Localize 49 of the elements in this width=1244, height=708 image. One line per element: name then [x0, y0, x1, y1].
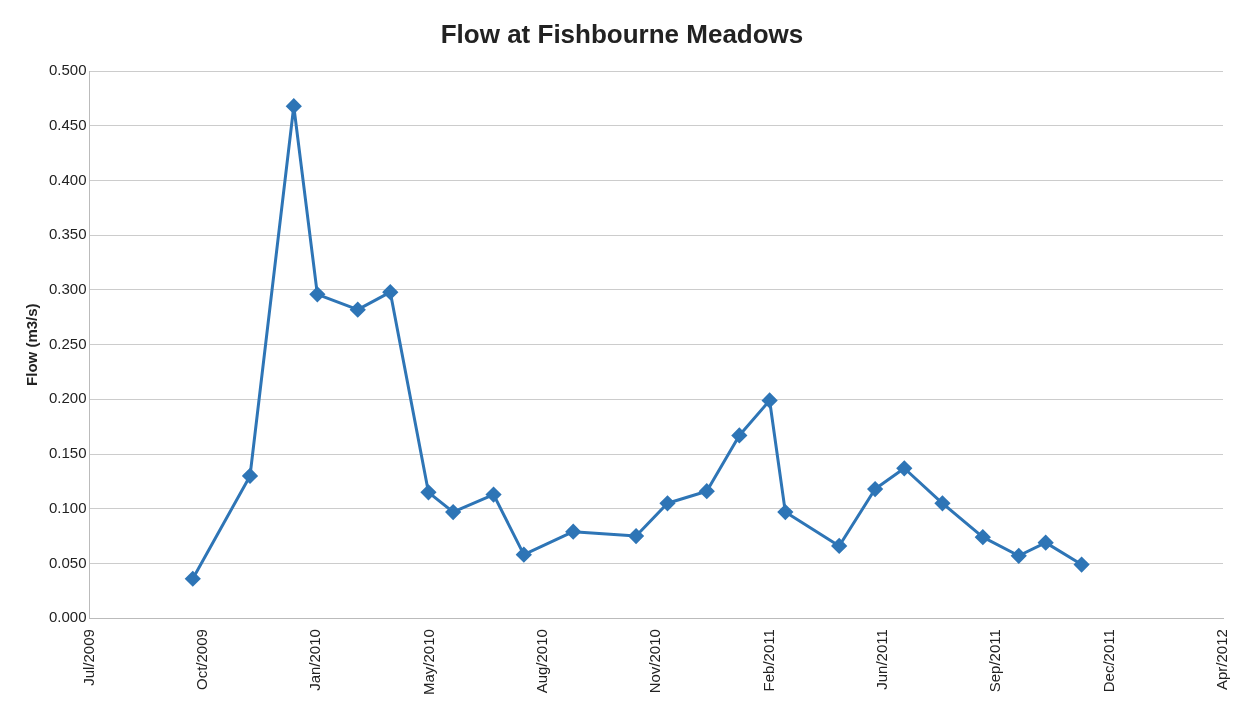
- y-tick-label: 0.200: [48, 389, 87, 407]
- point: [382, 284, 398, 300]
- point: [420, 484, 436, 500]
- point: [762, 392, 778, 408]
- x-tick-label: Sep/2011: [986, 629, 1004, 693]
- x-tick-label: Jan/2010: [306, 629, 324, 691]
- x-tick-label: Dec/2011: [1099, 629, 1117, 693]
- point: [309, 286, 325, 302]
- point: [565, 524, 581, 540]
- point: [185, 571, 201, 587]
- point: [731, 427, 747, 443]
- x-tick-label: Aug/2010: [533, 629, 551, 694]
- point: [699, 483, 715, 499]
- y-tick-label: 0.400: [48, 170, 87, 188]
- x-tick-label: Apr/2012: [1213, 629, 1231, 691]
- point: [659, 495, 675, 511]
- y-tick-label: 0.250: [48, 334, 87, 352]
- x-tick-label: Nov/2010: [646, 629, 664, 694]
- x-tick-label: Jul/2009: [79, 629, 97, 686]
- point: [445, 504, 461, 520]
- y-axis-title: Flow (m3/s): [23, 303, 41, 386]
- chart-title: Flow at Fishbourne Meadows: [440, 18, 804, 49]
- x-tick-label: Oct/2009: [193, 629, 211, 690]
- point: [1074, 557, 1090, 573]
- y-tick-label: 0.500: [48, 61, 87, 79]
- point: [934, 495, 950, 511]
- point: [242, 468, 258, 484]
- point: [486, 487, 502, 503]
- point: [975, 529, 991, 545]
- y-tick-label: 0.050: [48, 553, 87, 571]
- point: [1011, 548, 1027, 564]
- point: [628, 528, 644, 544]
- point: [831, 538, 847, 554]
- x-tick-label: Feb/2011: [759, 629, 777, 692]
- point: [896, 460, 912, 476]
- point: [516, 547, 532, 563]
- point: [867, 481, 883, 497]
- point: [286, 98, 302, 114]
- y-tick-label: 0.350: [48, 225, 87, 243]
- y-tick-label: 0.450: [48, 116, 87, 134]
- x-tick-label: Jun/2011: [873, 629, 891, 690]
- y-tick-label: 0.100: [48, 498, 87, 516]
- y-tick-label: 0.000: [48, 608, 87, 626]
- point: [777, 504, 793, 520]
- point: [350, 302, 366, 318]
- x-tick-label: May/2010: [419, 629, 437, 695]
- y-tick-label: 0.300: [48, 280, 87, 298]
- y-tick-label: 0.150: [48, 444, 87, 462]
- point: [1038, 535, 1054, 551]
